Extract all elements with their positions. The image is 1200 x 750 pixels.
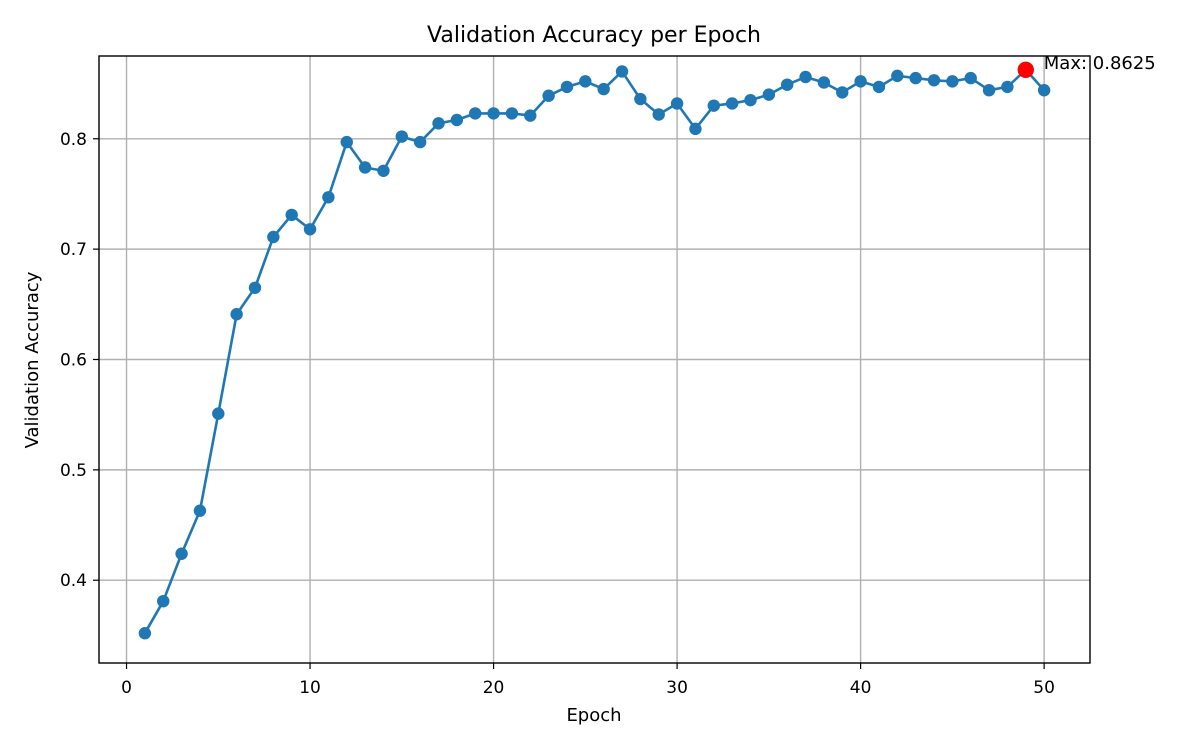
data-point (927, 74, 941, 87)
data-point (909, 71, 922, 85)
data-point (560, 80, 574, 94)
x-tick-label: 50 (1033, 678, 1055, 698)
data-point (670, 97, 684, 110)
x-axis-label: Epoch (566, 705, 621, 726)
data-point (487, 107, 500, 120)
data-point (285, 208, 298, 222)
chart-title: Validation Accuracy per Epoch (427, 23, 761, 48)
data-point (744, 93, 757, 107)
data-point (303, 223, 317, 236)
data-point (634, 92, 647, 106)
x-tick-label: 10 (299, 678, 321, 698)
data-point (946, 75, 959, 88)
data-point (358, 161, 372, 174)
y-tick-label: 0.5 (60, 461, 87, 481)
data-point (230, 308, 243, 321)
data-point (267, 230, 280, 244)
data-point (1037, 84, 1051, 97)
x-tick-label: 40 (850, 678, 872, 698)
data-point (157, 594, 170, 608)
y-tick-label: 0.7 (60, 240, 87, 260)
y-tick-label: 0.6 (60, 351, 87, 371)
data-point (450, 113, 464, 127)
x-tick-label: 0 (121, 678, 132, 698)
data-point (707, 99, 720, 112)
data-point (982, 84, 996, 97)
data-point (652, 108, 665, 121)
data-point (615, 65, 629, 78)
data-point (193, 504, 207, 517)
max-annotation: Max: 0.8625 (1044, 53, 1156, 74)
data-point (524, 109, 537, 122)
accuracy-line (143, 68, 1046, 634)
data-point (799, 70, 812, 84)
data-point (212, 407, 225, 420)
data-point (505, 107, 519, 120)
max-point (1017, 61, 1034, 78)
data-point (891, 69, 904, 83)
x-tick-label: 30 (666, 678, 688, 698)
data-point (725, 97, 739, 110)
data-point (469, 107, 482, 120)
grid-lines (99, 56, 1090, 663)
data-point (964, 71, 977, 85)
data-point (432, 117, 445, 130)
data-point (322, 191, 335, 204)
data-point (689, 122, 702, 136)
data-point (762, 88, 776, 101)
x-tick-label: 20 (483, 678, 505, 698)
data-point (138, 627, 152, 640)
data-point (175, 547, 188, 560)
y-axis-label: Validation Accuracy (22, 271, 43, 448)
data-point (579, 75, 592, 88)
plot-frame (98, 55, 1091, 664)
data-point (817, 76, 831, 89)
data-point (395, 130, 409, 143)
data-point (248, 281, 262, 294)
data-point (542, 89, 555, 102)
data-point (872, 80, 886, 94)
data-point (854, 75, 867, 88)
data-point (836, 86, 849, 99)
data-point (413, 135, 427, 149)
y-tick-label: 0.8 (60, 130, 87, 150)
axis-ticks: 0 10 20 30 40 50 0.4 0.5 0.6 0.7 0.8 (60, 130, 1055, 698)
data-point (597, 82, 610, 96)
data-point (340, 135, 353, 149)
max-highlight: Max: 0.8625 (1017, 53, 1156, 78)
data-point (1001, 80, 1014, 94)
data-points (138, 63, 1051, 640)
series-line (143, 68, 1046, 634)
y-tick-label: 0.4 (60, 571, 87, 591)
data-point (780, 78, 794, 91)
data-point (377, 164, 390, 177)
